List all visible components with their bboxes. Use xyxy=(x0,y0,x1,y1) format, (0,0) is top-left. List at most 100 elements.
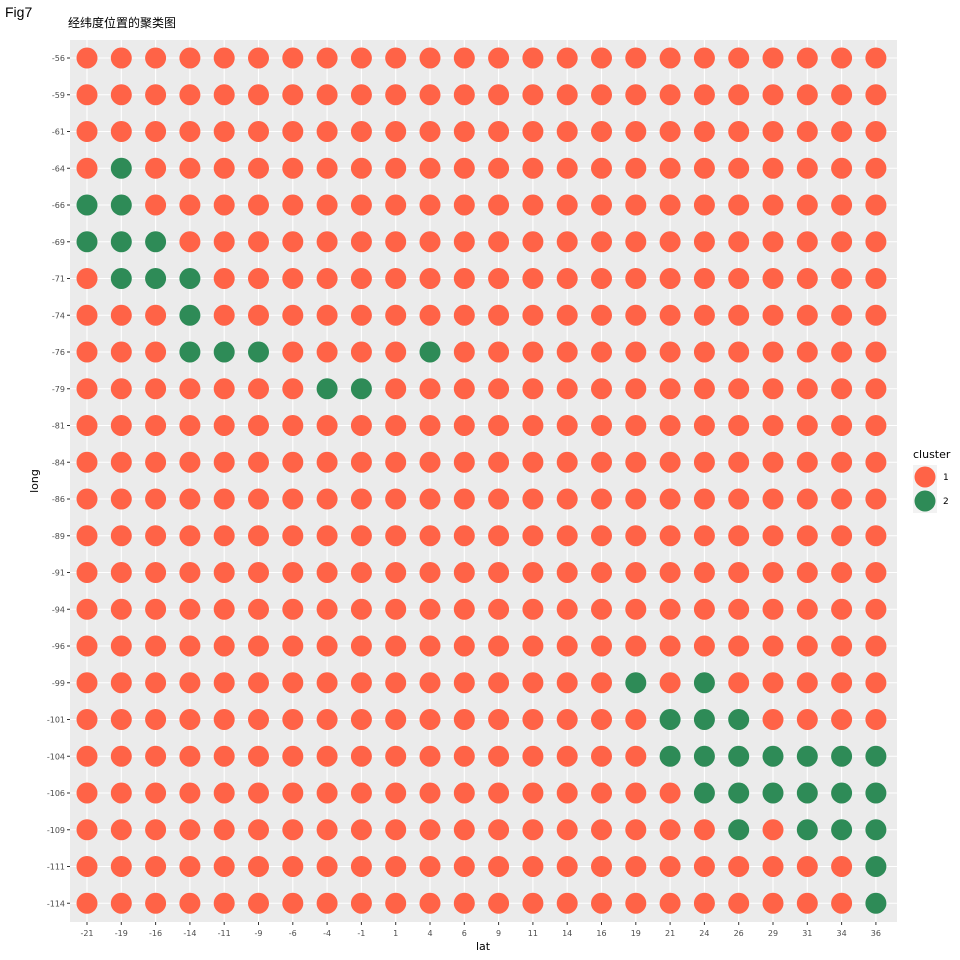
point-cluster-1 xyxy=(316,194,338,216)
point-cluster-1 xyxy=(796,672,818,694)
point-cluster-1 xyxy=(316,782,338,804)
point-cluster-1 xyxy=(145,745,167,767)
y-tick-label: -66 xyxy=(52,201,65,210)
point-cluster-1 xyxy=(110,892,132,914)
point-cluster-1 xyxy=(419,84,441,106)
point-cluster-1 xyxy=(248,672,269,694)
point-cluster-1 xyxy=(831,268,853,289)
point-cluster-1 xyxy=(728,47,750,69)
point-cluster-1 xyxy=(248,709,269,730)
point-cluster-1 xyxy=(659,341,681,363)
point-cluster-1 xyxy=(796,47,818,69)
point-cluster-1 xyxy=(831,415,853,436)
point-cluster-1 xyxy=(248,194,269,216)
point-cluster-1 xyxy=(282,268,304,289)
point-cluster-1 xyxy=(385,635,407,657)
point-cluster-1 xyxy=(385,378,407,400)
point-cluster-1 xyxy=(385,709,407,730)
point-cluster-1 xyxy=(865,415,887,436)
point-cluster-1 xyxy=(350,451,372,473)
point-cluster-1 xyxy=(419,194,441,216)
point-cluster-1 xyxy=(728,231,750,253)
point-cluster-1 xyxy=(179,415,201,436)
x-tick-label: -6 xyxy=(289,929,297,938)
point-cluster-2 xyxy=(865,819,887,841)
point-cluster-1 xyxy=(145,194,167,216)
point-cluster-1 xyxy=(522,709,544,730)
point-cluster-1 xyxy=(76,488,98,510)
point-cluster-1 xyxy=(419,635,441,657)
point-cluster-1 xyxy=(488,525,510,547)
x-axis-ticks: -21 -19 -16 -14 -11 -9 -6 -4 -1 1 4 6 9 11 14 16 19 21 24 2… xyxy=(80,922,881,938)
point-cluster-1 xyxy=(831,194,853,216)
x-tick-label: -4 xyxy=(323,929,331,938)
point-cluster-1 xyxy=(831,47,853,69)
point-cluster-1 xyxy=(762,378,784,400)
legend: cluster 1 2 xyxy=(913,448,951,513)
point-cluster-1 xyxy=(693,231,715,253)
y-tick-label: -114 xyxy=(47,899,65,908)
point-cluster-1 xyxy=(110,84,132,106)
point-cluster-1 xyxy=(522,745,544,767)
point-cluster-1 xyxy=(453,157,475,179)
point-cluster-1 xyxy=(282,451,304,473)
point-cluster-1 xyxy=(865,598,887,620)
point-cluster-1 xyxy=(796,892,818,914)
point-cluster-1 xyxy=(248,451,269,473)
point-cluster-1 xyxy=(179,47,201,69)
point-cluster-1 xyxy=(625,341,647,363)
y-tick-label: -91 xyxy=(52,569,65,578)
point-cluster-1 xyxy=(419,672,441,694)
point-cluster-1 xyxy=(76,709,98,730)
point-cluster-1 xyxy=(556,488,578,510)
point-cluster-1 xyxy=(625,892,647,914)
point-cluster-1 xyxy=(488,121,510,142)
point-cluster-1 xyxy=(282,709,304,730)
point-cluster-1 xyxy=(316,745,338,767)
point-cluster-1 xyxy=(282,562,304,583)
point-cluster-1 xyxy=(556,451,578,473)
point-cluster-1 xyxy=(350,782,372,804)
point-cluster-1 xyxy=(350,635,372,657)
point-cluster-1 xyxy=(831,84,853,106)
point-cluster-1 xyxy=(350,194,372,216)
point-cluster-1 xyxy=(728,121,750,142)
point-cluster-1 xyxy=(865,84,887,106)
point-cluster-1 xyxy=(453,268,475,289)
point-cluster-1 xyxy=(453,819,475,841)
point-cluster-1 xyxy=(693,562,715,583)
point-cluster-1 xyxy=(385,268,407,289)
point-cluster-1 xyxy=(556,157,578,179)
point-cluster-1 xyxy=(488,635,510,657)
point-cluster-1 xyxy=(865,525,887,547)
point-cluster-1 xyxy=(556,415,578,436)
point-cluster-1 xyxy=(282,892,304,914)
point-cluster-1 xyxy=(522,157,544,179)
point-cluster-1 xyxy=(213,304,235,326)
x-tick-label: 19 xyxy=(631,929,641,938)
point-cluster-1 xyxy=(556,635,578,657)
point-cluster-1 xyxy=(693,268,715,289)
point-cluster-1 xyxy=(728,341,750,363)
x-tick-label: 9 xyxy=(496,929,501,938)
point-cluster-1 xyxy=(591,304,612,326)
y-tick-label: -69 xyxy=(52,238,65,247)
point-cluster-1 xyxy=(796,415,818,436)
point-cluster-1 xyxy=(350,709,372,730)
point-cluster-1 xyxy=(453,745,475,767)
chart-title: 经纬度位置的聚类图 xyxy=(68,15,176,30)
point-cluster-1 xyxy=(248,562,269,583)
point-cluster-1 xyxy=(488,304,510,326)
point-cluster-1 xyxy=(728,892,750,914)
point-cluster-1 xyxy=(522,488,544,510)
point-cluster-1 xyxy=(556,892,578,914)
point-cluster-1 xyxy=(556,819,578,841)
point-cluster-1 xyxy=(213,709,235,730)
point-cluster-2 xyxy=(865,892,887,914)
point-cluster-1 xyxy=(385,415,407,436)
point-cluster-1 xyxy=(350,231,372,253)
point-cluster-1 xyxy=(316,47,338,69)
point-cluster-2 xyxy=(110,194,132,216)
point-cluster-1 xyxy=(796,231,818,253)
point-cluster-1 xyxy=(762,672,784,694)
